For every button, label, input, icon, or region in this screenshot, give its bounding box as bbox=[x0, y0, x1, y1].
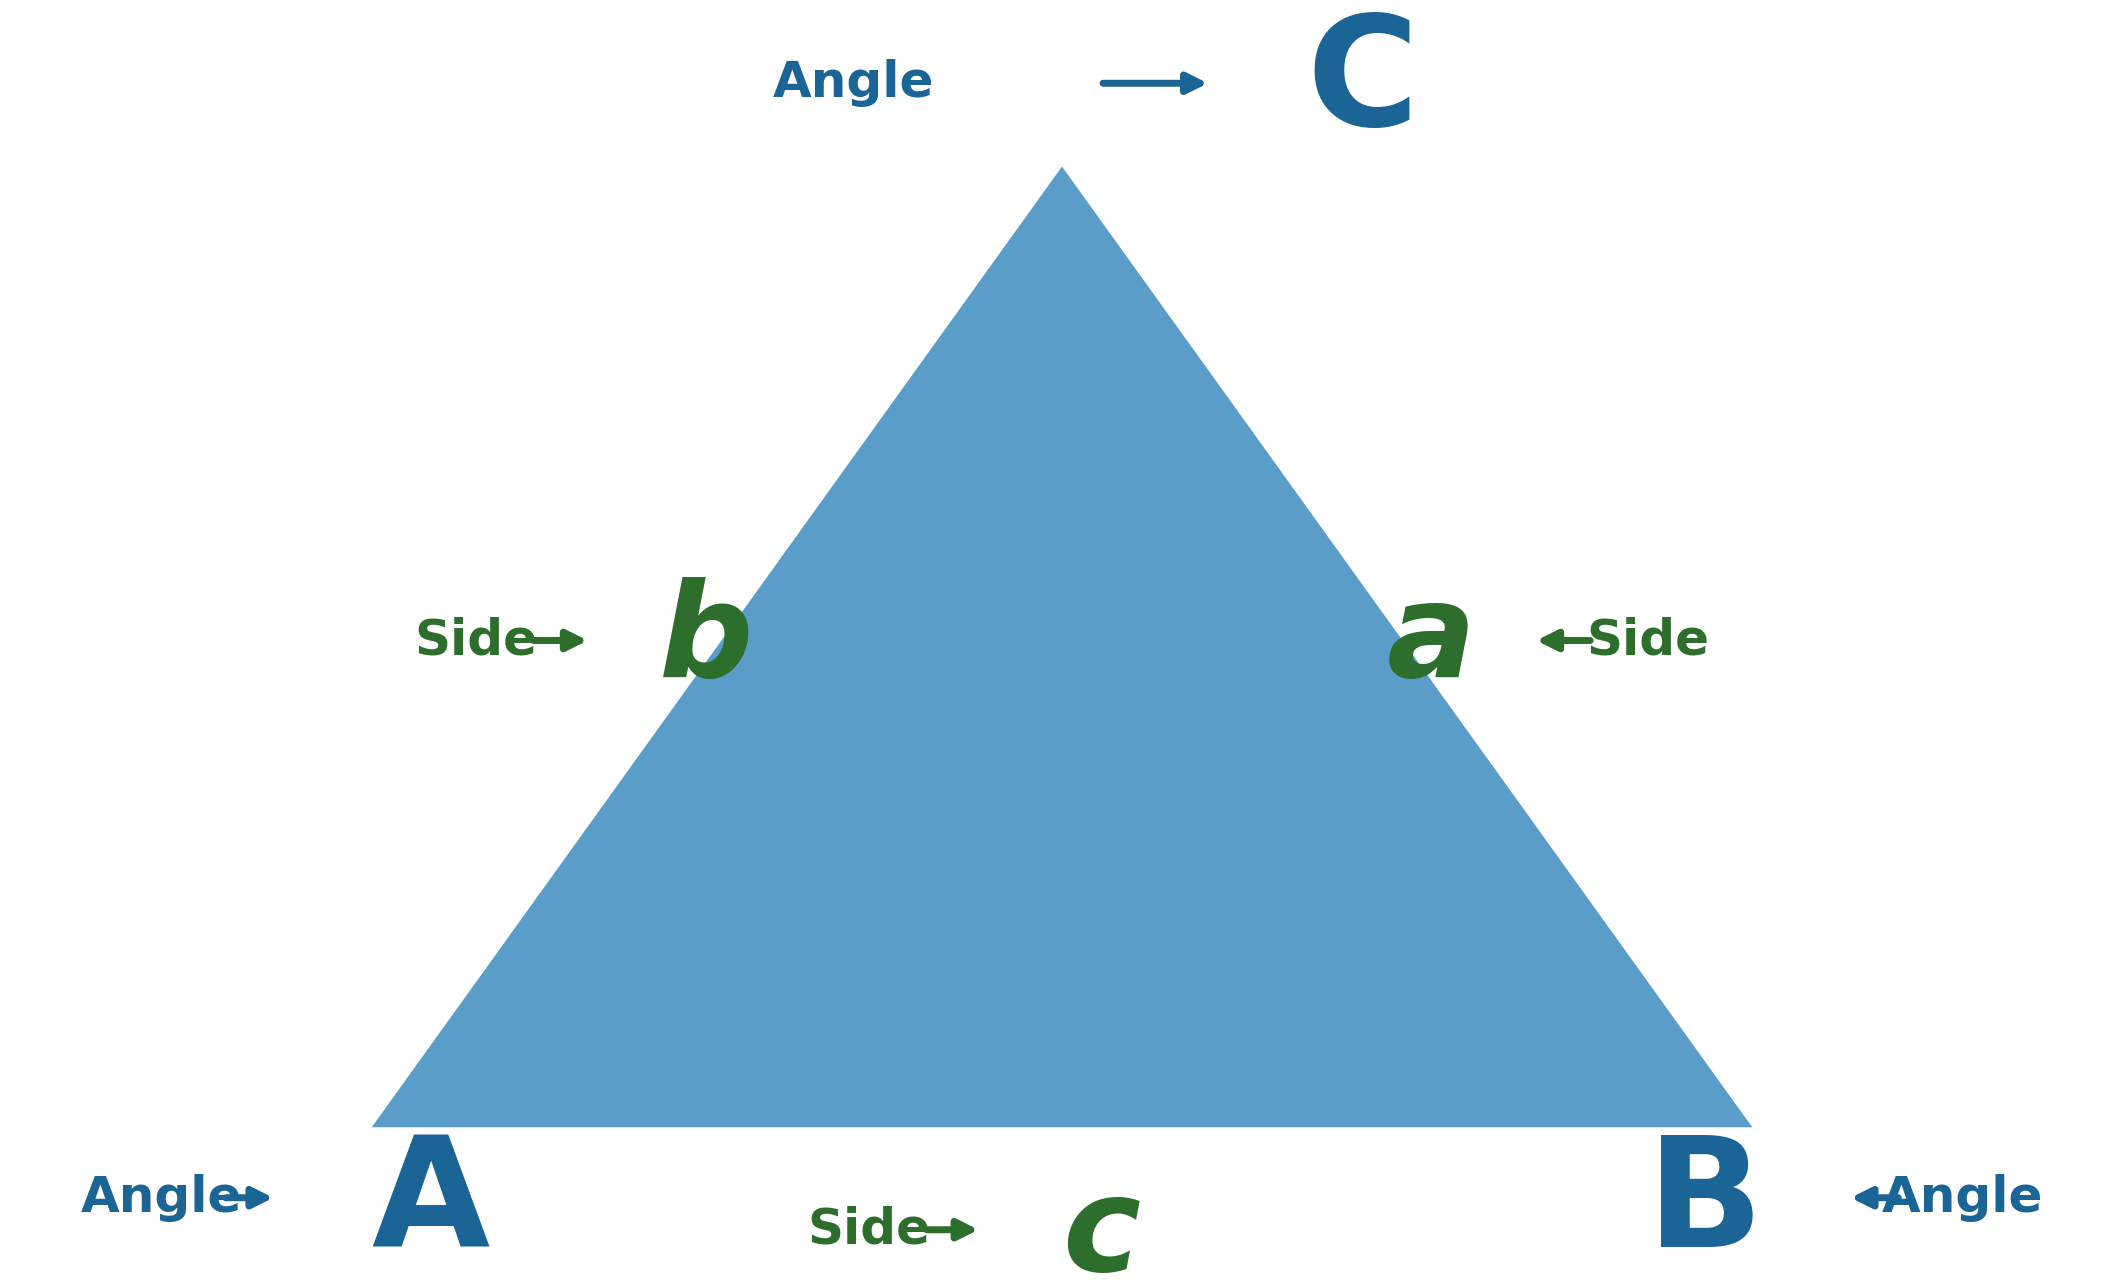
Text: B: B bbox=[1646, 1130, 1763, 1278]
Text: Side: Side bbox=[1587, 616, 1710, 665]
Text: b: b bbox=[658, 576, 752, 705]
Text: C: C bbox=[1306, 9, 1419, 158]
Text: A: A bbox=[372, 1130, 491, 1278]
Text: Angle: Angle bbox=[773, 59, 935, 108]
Text: a: a bbox=[1387, 576, 1476, 705]
Text: c: c bbox=[1062, 1171, 1141, 1281]
Text: Side: Side bbox=[807, 1205, 930, 1254]
Text: Angle: Angle bbox=[81, 1173, 242, 1222]
Polygon shape bbox=[372, 167, 1752, 1127]
Text: Side: Side bbox=[414, 616, 537, 665]
Text: Angle: Angle bbox=[1882, 1173, 2043, 1222]
